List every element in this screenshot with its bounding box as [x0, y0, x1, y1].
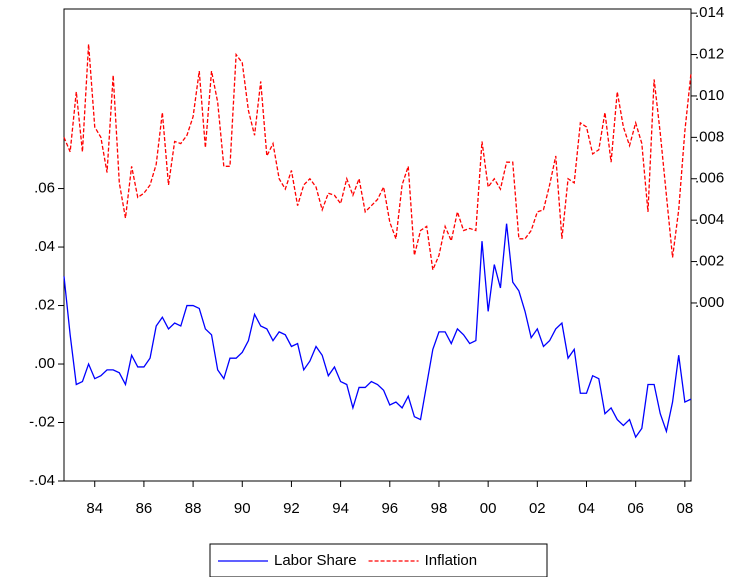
y2-tick-label: .006: [695, 170, 724, 187]
y-tick-label: .02: [34, 297, 55, 314]
y-tick-label: .04: [34, 238, 55, 255]
y-tick-label: -.02: [29, 413, 55, 430]
plot-frame: [63, 8, 692, 482]
y-tick-label: -.04: [29, 472, 55, 489]
y-tick-label: .00: [34, 355, 55, 372]
x-tick-label: 08: [677, 500, 694, 517]
x-tick-label: 90: [234, 500, 251, 517]
y2-tick-label: .012: [695, 46, 724, 63]
y2-tick-label: .004: [695, 211, 724, 228]
legend-label: Inflation: [425, 552, 478, 569]
x-tick-label: 94: [332, 500, 349, 517]
y2-tick-label: .010: [695, 87, 724, 104]
x-tick-label: 96: [381, 500, 398, 517]
y2-tick-label: .014: [695, 4, 724, 21]
y2-tick-label: .008: [695, 128, 724, 145]
x-tick-label: 06: [627, 500, 644, 517]
x-tick-label: 84: [86, 500, 103, 517]
y-tick-label: .06: [34, 180, 55, 197]
y2-tick-label: .002: [695, 253, 724, 270]
x-tick-label: 00: [480, 500, 497, 517]
legend-label: Labor Share: [274, 552, 357, 569]
y2-tick-label: .000: [695, 294, 724, 311]
data-line: [63, 223, 692, 439]
x-tick-label: 92: [283, 500, 300, 517]
data-line: [63, 44, 692, 273]
x-tick-label: 86: [136, 500, 153, 517]
x-tick-label: 98: [431, 500, 448, 517]
x-tick-label: 02: [529, 500, 546, 517]
x-tick-label: 88: [185, 500, 202, 517]
x-tick-label: 04: [578, 500, 595, 517]
